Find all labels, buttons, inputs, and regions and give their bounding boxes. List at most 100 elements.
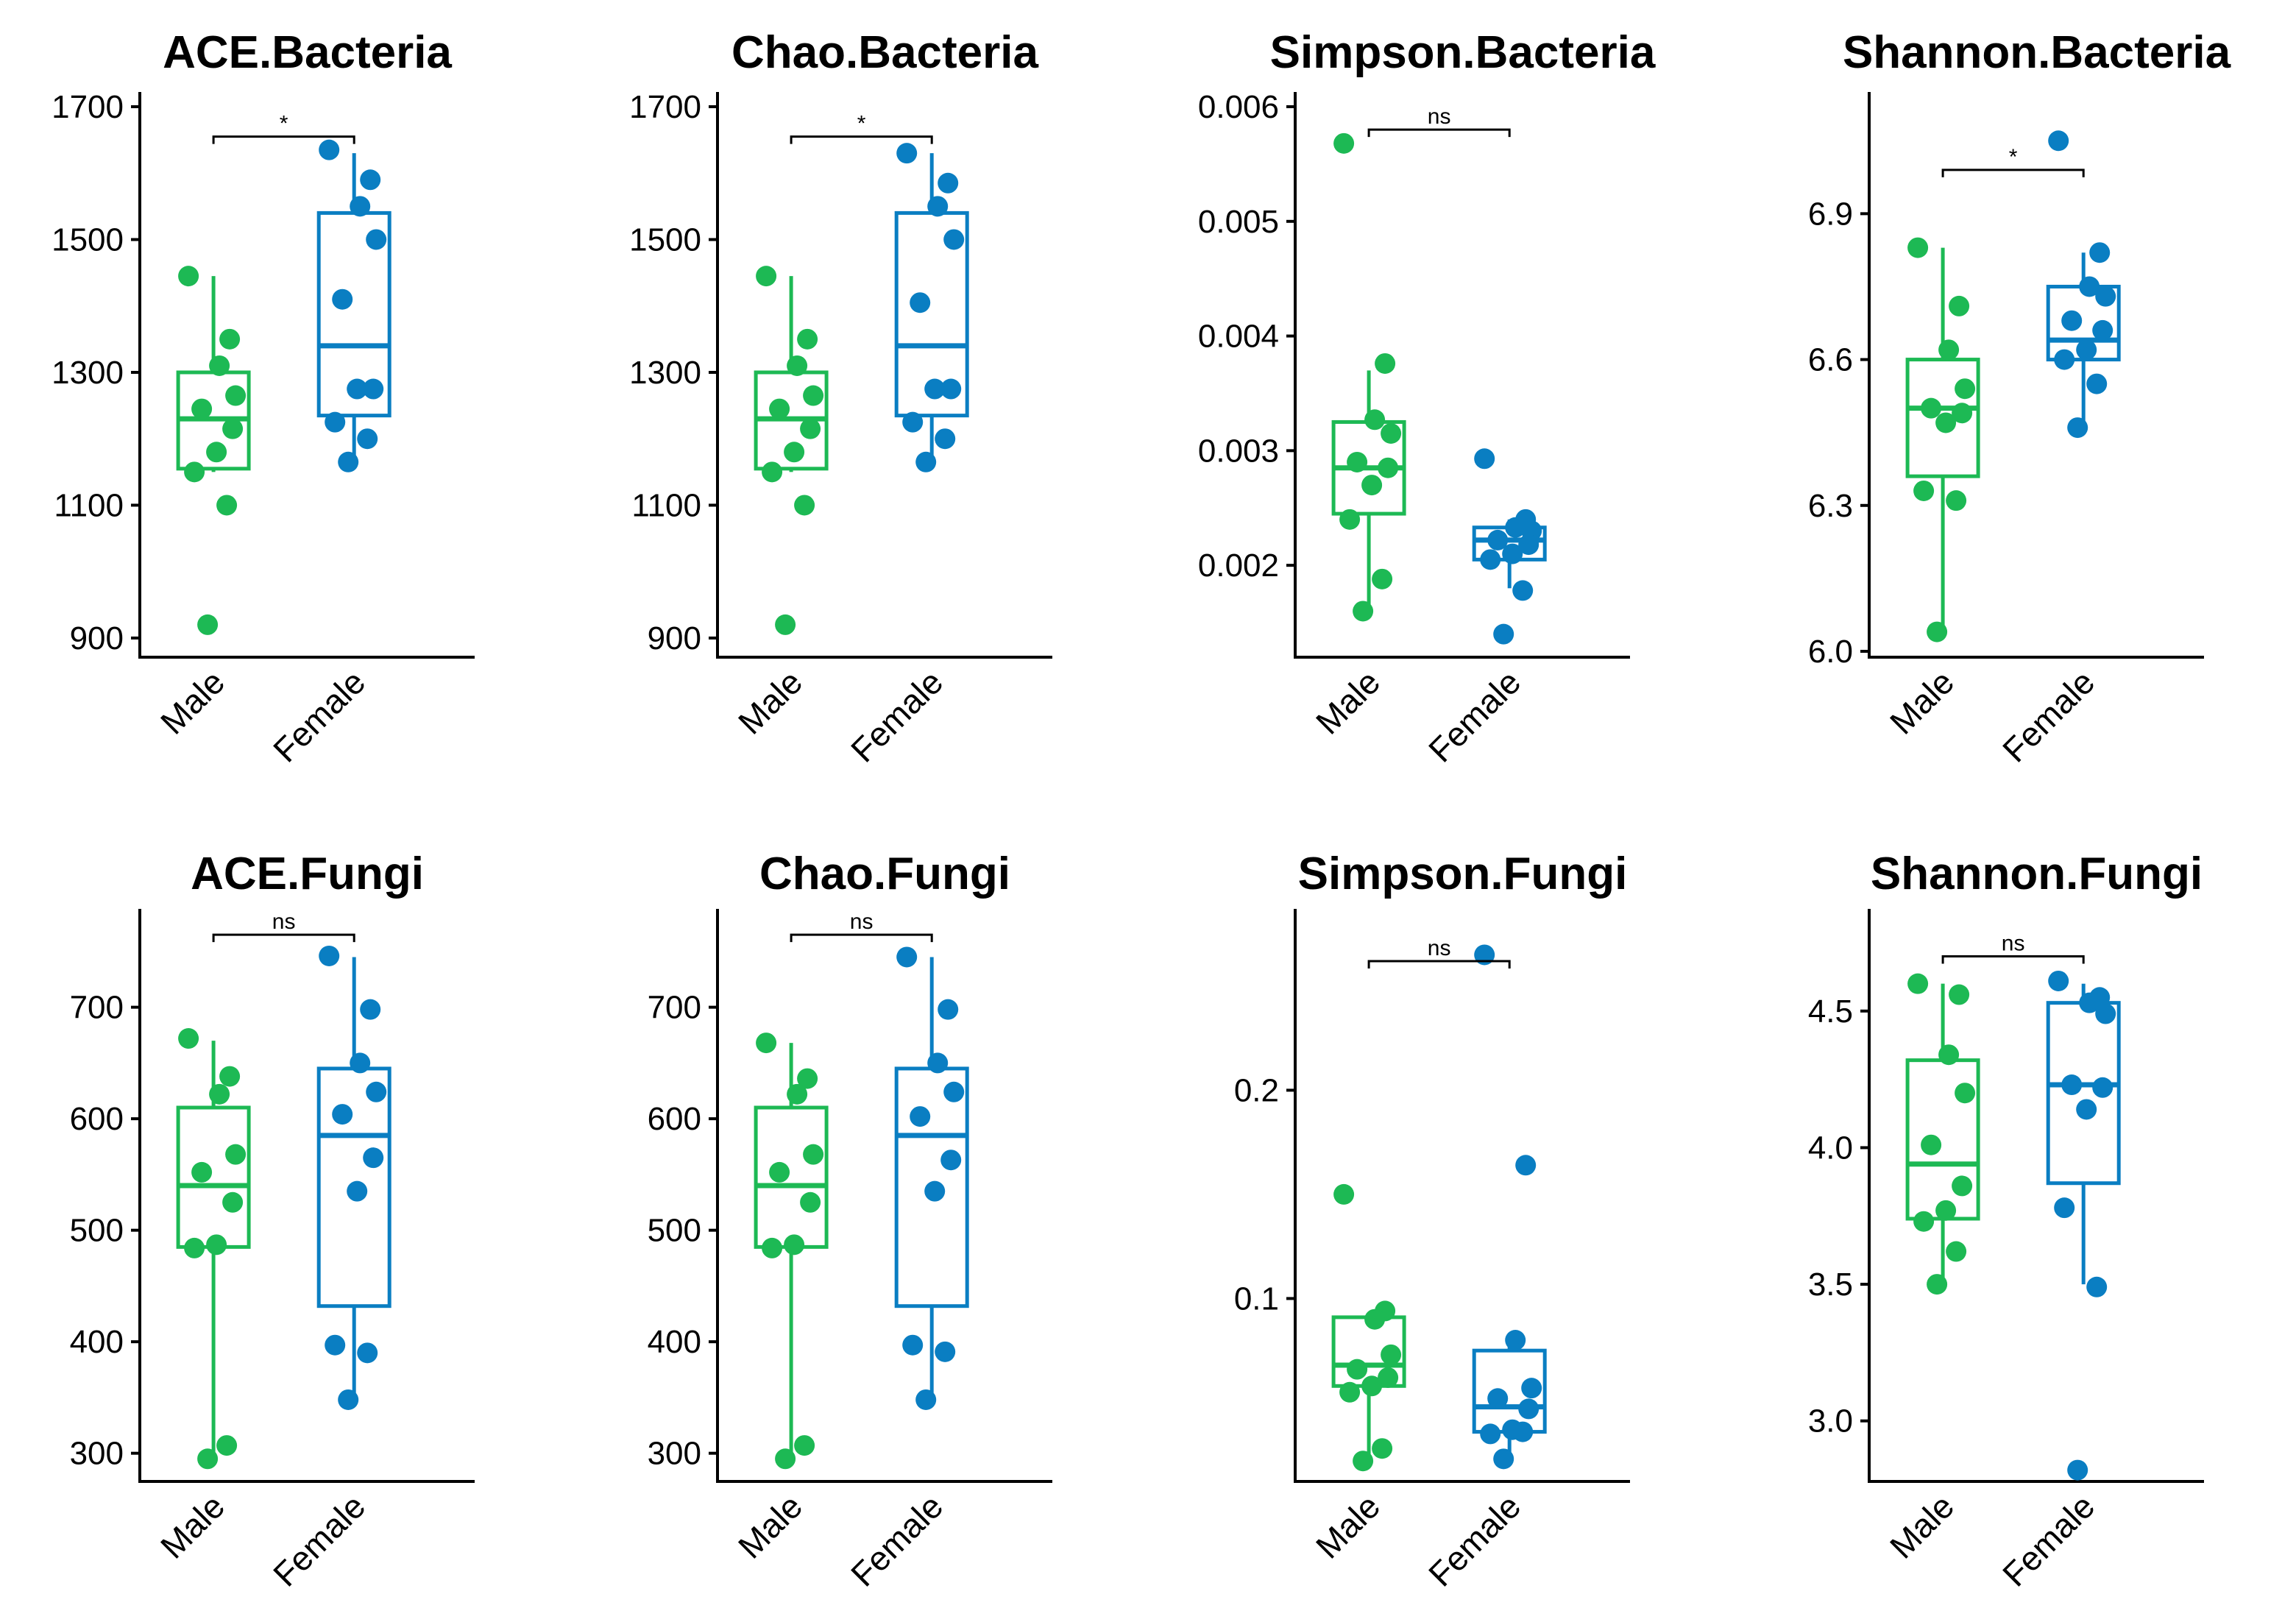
y-tick-label: 3.5	[1808, 1267, 1853, 1303]
data-point	[1949, 984, 1970, 1005]
data-point	[350, 196, 371, 217]
y-tick-label: 4.0	[1808, 1130, 1853, 1166]
data-point	[1372, 568, 1393, 589]
data-point	[762, 1237, 783, 1258]
data-point	[178, 266, 199, 287]
group-male	[1905, 973, 1980, 1295]
data-point	[184, 461, 205, 483]
data-point	[2054, 349, 2075, 370]
data-point	[1935, 412, 1957, 433]
data-point	[1502, 543, 1523, 564]
data-point	[216, 1435, 238, 1456]
panel-title: ACE.Fungi	[191, 849, 424, 899]
data-point	[366, 229, 387, 250]
y-tick-label: 700	[648, 990, 701, 1026]
significance-bracket	[1367, 960, 1511, 968]
data-point	[1347, 451, 1368, 472]
x-category-label: Male	[1308, 662, 1387, 741]
data-point	[794, 1435, 815, 1456]
data-point	[1487, 529, 1509, 550]
data-point	[2061, 310, 2083, 331]
group-female	[2046, 130, 2121, 439]
x-category-label: Female	[1995, 662, 2102, 769]
data-point	[1372, 1438, 1393, 1459]
data-point	[1487, 1388, 1509, 1409]
panel-title: Simpson.Bacteria	[1270, 27, 1656, 78]
data-point	[1938, 339, 1960, 361]
panel-simpson-fungi: Simpson.Fungi 0.1 0.2 Male Female ns	[1234, 849, 1630, 1594]
y-tick-label: 1700	[52, 89, 124, 125]
x-category-label: Male	[1882, 662, 1961, 741]
x-category-label: Female	[266, 1487, 372, 1593]
y-tick-label: 6.6	[1808, 342, 1853, 378]
data-point	[1381, 1344, 1402, 1365]
y-tick-label: 500	[648, 1213, 701, 1249]
data-point	[332, 1104, 353, 1125]
data-point	[366, 1081, 387, 1102]
data-point	[1361, 475, 1383, 496]
data-point	[1347, 1359, 1368, 1380]
data-point	[800, 418, 821, 439]
data-point	[1518, 534, 1539, 556]
significance-label: ns	[1428, 936, 1451, 960]
data-point	[927, 196, 949, 217]
data-point	[1515, 1155, 1537, 1176]
significance-label: ns	[1428, 105, 1451, 129]
y-tick-label: 6.3	[1808, 488, 1853, 524]
x-category-label: Female	[1995, 1487, 2102, 1593]
data-point	[1921, 397, 1942, 419]
data-point	[2061, 1074, 2083, 1096]
significance-bracket	[212, 933, 355, 943]
data-point	[915, 451, 937, 472]
data-point	[803, 1144, 824, 1165]
y-tick-label: 300	[70, 1436, 124, 1472]
y-tick-label: 900	[648, 620, 701, 656]
data-point	[1493, 623, 1514, 645]
data-point	[769, 1161, 790, 1183]
data-point	[338, 1389, 359, 1410]
data-point	[1955, 378, 1976, 400]
y-tick-label: 1500	[629, 222, 701, 258]
significance-bracket	[790, 135, 933, 144]
data-point	[1333, 132, 1355, 154]
data-point	[756, 1033, 777, 1054]
y-tick-label: 4.5	[1808, 994, 1853, 1030]
data-point	[1361, 1375, 1383, 1397]
y-tick-label: 1700	[629, 89, 701, 125]
data-point	[2054, 1197, 2075, 1219]
y-tick-label: 700	[70, 990, 124, 1026]
panel-title: Chao.Bacteria	[731, 27, 1038, 78]
panel-chao-fungi: Chao.Fungi 300 400 500 600 700 Male Female ns	[648, 849, 1052, 1594]
data-point	[1938, 1044, 1960, 1066]
data-point	[338, 451, 359, 472]
data-point	[787, 1083, 808, 1105]
data-point	[206, 1234, 227, 1256]
data-point	[935, 1341, 956, 1362]
data-point	[222, 1191, 244, 1213]
data-point	[797, 1068, 818, 1089]
y-tick-label: 400	[70, 1324, 124, 1360]
data-point	[2092, 1077, 2113, 1098]
data-point	[325, 411, 346, 433]
data-point	[2076, 339, 2097, 361]
panel-shannon-fungi: Shannon.Fungi 3.0 3.5 4.0 4.5 Male Female ns	[1808, 849, 2204, 1594]
data-point	[350, 1052, 371, 1074]
data-point	[1946, 490, 1967, 511]
data-point	[1505, 517, 1526, 538]
data-point	[225, 1144, 247, 1165]
data-point	[1493, 1448, 1514, 1470]
data-point	[197, 614, 219, 635]
y-tick-label: 0.1	[1234, 1281, 1279, 1317]
data-point	[319, 945, 340, 966]
data-point	[1955, 1083, 1976, 1104]
data-point	[787, 355, 808, 376]
x-category-label: Male	[153, 662, 232, 741]
x-category-label: Male	[731, 662, 809, 741]
significance-label: *	[857, 112, 866, 136]
panel-title: Chao.Fungi	[759, 849, 1010, 899]
data-point	[206, 442, 227, 463]
significance-bracket	[212, 135, 355, 144]
significance-label: *	[2009, 145, 2018, 169]
group-female	[316, 945, 391, 1410]
data-point	[1474, 448, 1495, 470]
